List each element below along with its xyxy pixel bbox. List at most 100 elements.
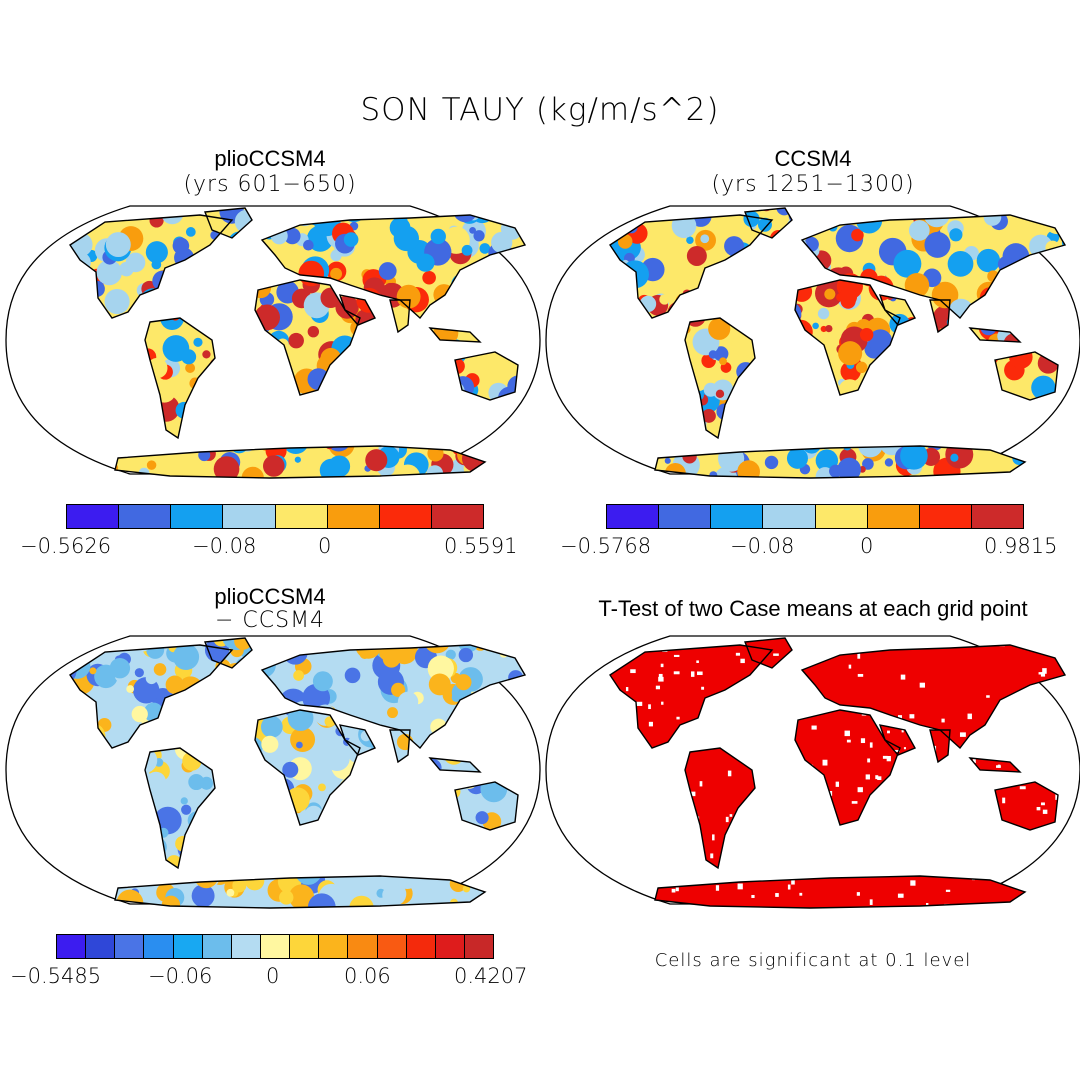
significance-note: Cells are significant at 0.1 level	[654, 950, 972, 971]
colorbar-swatch	[431, 505, 483, 528]
colorbar-swatch	[57, 935, 87, 958]
colorbar-swatch	[919, 505, 972, 528]
coastline-arabia	[878, 724, 916, 756]
coastline-indonesia	[968, 757, 1022, 773]
coastline-indonesia	[968, 327, 1022, 343]
colorbar-tick: −0.06	[148, 964, 213, 988]
coastline-greenland	[204, 637, 253, 669]
colorbar-bottom-left	[56, 934, 494, 959]
panel-subtitle-top-right: (yrs 1251−1300)	[711, 172, 915, 197]
coastline-india	[389, 299, 411, 334]
colorbar-swatch	[815, 505, 868, 528]
colorbar-tick: 0	[318, 534, 332, 558]
coastline-indonesia	[428, 327, 482, 343]
panel-title-top-right: CCSM4	[774, 146, 852, 171]
panel-title-bottom-left: plioCCSM4	[214, 584, 326, 609]
coastline-africa	[254, 709, 361, 826]
colorbar-swatch	[290, 935, 320, 958]
colorbar-swatch	[327, 505, 380, 528]
coastline-antarctica	[114, 875, 487, 909]
coastline-africa	[794, 709, 901, 826]
coastline-north-america	[609, 644, 774, 749]
colorbar-swatch	[971, 505, 1023, 528]
colorbar-swatch	[377, 935, 407, 958]
colorbar-tick: 0	[266, 964, 280, 988]
colorbar-swatch	[867, 505, 920, 528]
colorbar-tick: −0.5485	[10, 964, 102, 988]
colorbar-tick: 0.9815	[984, 534, 1058, 558]
coastline-greenland	[744, 207, 793, 239]
colorbar-swatch	[379, 505, 432, 528]
panel-title-bottom-right: T-Test of two Case means at each grid po…	[598, 596, 1028, 621]
colorbar-swatch	[711, 505, 764, 528]
coastline-south-america	[144, 317, 216, 440]
coastline-arabia	[338, 294, 376, 326]
colorbar-tick: −0.08	[730, 534, 795, 558]
colorbar-swatch	[260, 935, 291, 958]
colorbar-swatch	[202, 935, 232, 958]
coastline-south-america	[684, 747, 756, 870]
coastline-south-america	[144, 747, 216, 870]
map-bottom-right	[545, 635, 1080, 909]
map-top-left	[5, 205, 541, 479]
coastline-arabia	[878, 294, 916, 326]
map-bottom-left	[5, 635, 541, 909]
coastline-india	[929, 299, 951, 334]
coastline-antarctica	[654, 445, 1027, 479]
coastline-australia	[994, 351, 1059, 401]
colorbar-swatch	[171, 505, 224, 528]
colorbar-swatch	[173, 935, 203, 958]
colorbar-swatch	[763, 505, 816, 528]
coastline-north-america	[609, 214, 774, 319]
coastline-north-america	[69, 214, 234, 319]
colorbar-swatch	[231, 935, 261, 958]
figure-title: SON TAUY (kg/m/s^2)	[360, 92, 720, 128]
colorbar-swatch	[319, 935, 349, 958]
coastline-greenland	[744, 637, 793, 669]
panel-title-top-left: plioCCSM4	[214, 146, 326, 171]
colorbar-swatch	[67, 505, 120, 528]
coastline-africa	[254, 279, 361, 396]
colorbar-swatch	[223, 505, 276, 528]
panel-subtitle-bottom-left: − CCSM4	[214, 608, 326, 633]
coastline-eurasia	[260, 644, 527, 750]
coastline-australia	[454, 351, 519, 401]
colorbar-swatch	[607, 505, 660, 528]
colorbar-tick: 0.5591	[444, 534, 518, 558]
coastline-india	[389, 729, 411, 764]
coastline-north-america	[69, 644, 234, 749]
colorbar-swatch	[86, 935, 116, 958]
map-top-right	[545, 205, 1080, 479]
coastline-eurasia	[260, 214, 527, 320]
colorbar-top-left	[66, 504, 484, 529]
colorbar-swatch	[348, 935, 378, 958]
colorbar-tick: 0	[860, 534, 874, 558]
coastline-south-america	[684, 317, 756, 440]
colorbar-tick: −0.5626	[20, 534, 112, 558]
coastline-antarctica	[654, 875, 1027, 909]
coastline-eurasia	[800, 214, 1067, 320]
colorbar-tick: −0.5768	[560, 534, 652, 558]
coastline-greenland	[204, 207, 253, 239]
colorbar-swatch	[435, 935, 465, 958]
coastline-india	[929, 729, 951, 764]
colorbar-swatch	[406, 935, 436, 958]
coastline-indonesia	[428, 757, 482, 773]
colorbar-swatch	[115, 935, 145, 958]
colorbar-top-right	[606, 504, 1024, 529]
colorbar-tick: 0.4207	[454, 964, 528, 988]
coastline-antarctica	[114, 445, 487, 479]
coastline-eurasia	[800, 644, 1067, 750]
colorbar-tick: 0.06	[344, 964, 391, 988]
panel-subtitle-top-left: (yrs 601−650)	[183, 172, 357, 197]
colorbar-swatch	[464, 935, 494, 958]
coastline-australia	[454, 781, 519, 831]
colorbar-swatch	[659, 505, 712, 528]
colorbar-swatch	[144, 935, 174, 958]
colorbar-swatch	[119, 505, 172, 528]
colorbar-swatch	[275, 505, 328, 528]
coastline-arabia	[338, 724, 376, 756]
coastline-australia	[994, 781, 1059, 831]
colorbar-tick: −0.08	[192, 534, 257, 558]
coastline-africa	[794, 279, 901, 396]
